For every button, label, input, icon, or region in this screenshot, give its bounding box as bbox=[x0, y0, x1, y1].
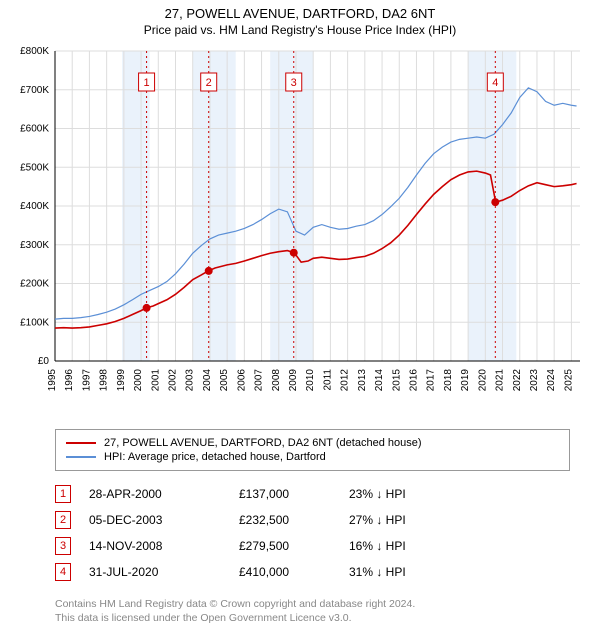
svg-text:2015: 2015 bbox=[391, 369, 402, 392]
sales-table: 1 28-APR-2000£137,00023% ↓ HPI 2 05-DEC-200… bbox=[55, 481, 570, 585]
svg-text:£300K: £300K bbox=[20, 240, 49, 251]
svg-text:£800K: £800K bbox=[20, 46, 49, 57]
svg-text:2005: 2005 bbox=[219, 369, 230, 392]
svg-text:£600K: £600K bbox=[20, 124, 49, 135]
svg-text:£500K: £500K bbox=[20, 162, 49, 173]
sale-diff: 27% ↓ HPI bbox=[349, 513, 570, 527]
svg-text:£700K: £700K bbox=[20, 85, 49, 96]
footer-attribution: Contains HM Land Registry data © Crown c… bbox=[55, 597, 570, 625]
svg-text:£100K: £100K bbox=[20, 317, 49, 328]
svg-text:2013: 2013 bbox=[357, 369, 368, 392]
svg-text:2022: 2022 bbox=[512, 369, 523, 392]
svg-text:2014: 2014 bbox=[374, 369, 385, 392]
svg-text:2009: 2009 bbox=[288, 369, 299, 392]
sale-diff: 23% ↓ HPI bbox=[349, 487, 570, 501]
svg-text:2008: 2008 bbox=[271, 369, 282, 392]
svg-text:2002: 2002 bbox=[167, 369, 178, 392]
chart-title: 27, POWELL AVENUE, DARTFORD, DA2 6NT bbox=[0, 0, 600, 21]
svg-text:2011: 2011 bbox=[322, 369, 333, 391]
svg-text:1997: 1997 bbox=[81, 369, 92, 392]
sale-diff: 16% ↓ HPI bbox=[349, 539, 570, 553]
svg-text:1996: 1996 bbox=[64, 369, 75, 392]
svg-text:1999: 1999 bbox=[116, 369, 127, 392]
svg-text:2023: 2023 bbox=[529, 369, 540, 392]
chart-plot: £0 £100K £200K £300K £400K £500K £600K £700K £80… bbox=[0, 41, 600, 421]
svg-text:2020: 2020 bbox=[477, 369, 488, 392]
svg-text:2007: 2007 bbox=[254, 369, 265, 392]
legend-row: 27, POWELL AVENUE, DARTFORD, DA2 6NT (de… bbox=[66, 436, 559, 450]
svg-text:1995: 1995 bbox=[47, 369, 58, 392]
legend-row: HPI: Average price, detached house, Dart… bbox=[66, 450, 559, 464]
chart-container: 27, POWELL AVENUE, DARTFORD, DA2 6NT Pri… bbox=[0, 0, 600, 625]
chart-svg: £0 £100K £200K £300K £400K £500K £600K £700K £80… bbox=[0, 41, 600, 421]
svg-text:2016: 2016 bbox=[408, 369, 419, 392]
sale-diff: 31% ↓ HPI bbox=[349, 565, 570, 579]
legend-label: HPI: Average price, detached house, Dart… bbox=[104, 451, 326, 463]
sale-date: 14-NOV-2008 bbox=[89, 539, 239, 553]
svg-text:2001: 2001 bbox=[150, 369, 161, 392]
svg-text:2: 2 bbox=[206, 77, 212, 89]
svg-text:2006: 2006 bbox=[236, 369, 247, 392]
sale-price: £137,000 bbox=[239, 487, 349, 501]
svg-text:2012: 2012 bbox=[340, 369, 351, 392]
sale-row: 2 05-DEC-2003£232,50027% ↓ HPI bbox=[55, 507, 570, 533]
svg-text:2025: 2025 bbox=[563, 369, 574, 392]
svg-text:£400K: £400K bbox=[20, 201, 49, 212]
sale-marker-icon: 1 bbox=[55, 485, 71, 503]
sale-marker-icon: 4 bbox=[55, 563, 71, 581]
sale-marker-icon: 3 bbox=[55, 537, 71, 555]
svg-text:2000: 2000 bbox=[133, 369, 144, 392]
sale-date: 05-DEC-2003 bbox=[89, 513, 239, 527]
svg-text:1998: 1998 bbox=[99, 369, 110, 392]
svg-text:2017: 2017 bbox=[426, 369, 437, 392]
legend-label: 27, POWELL AVENUE, DARTFORD, DA2 6NT (de… bbox=[104, 437, 422, 449]
svg-text:2024: 2024 bbox=[546, 369, 557, 392]
svg-text:3: 3 bbox=[291, 77, 297, 89]
sale-price: £410,000 bbox=[239, 565, 349, 579]
footer-line-1: Contains HM Land Registry data © Crown c… bbox=[55, 597, 570, 611]
sale-row: 1 28-APR-2000£137,00023% ↓ HPI bbox=[55, 481, 570, 507]
svg-text:1: 1 bbox=[144, 77, 150, 89]
footer-line-2: This data is licensed under the Open Gov… bbox=[55, 611, 570, 625]
legend-swatch bbox=[66, 456, 96, 458]
sale-date: 31-JUL-2020 bbox=[89, 565, 239, 579]
sale-price: £279,500 bbox=[239, 539, 349, 553]
svg-text:2018: 2018 bbox=[443, 369, 454, 392]
svg-text:2010: 2010 bbox=[305, 369, 316, 392]
legend-swatch bbox=[66, 442, 96, 444]
svg-text:2019: 2019 bbox=[460, 369, 471, 392]
svg-text:2021: 2021 bbox=[495, 369, 506, 392]
svg-text:2004: 2004 bbox=[202, 369, 213, 392]
sale-row: 3 14-NOV-2008£279,50016% ↓ HPI bbox=[55, 533, 570, 559]
svg-text:£200K: £200K bbox=[20, 279, 49, 290]
sale-row: 4 31-JUL-2020£410,00031% ↓ HPI bbox=[55, 559, 570, 585]
legend: 27, POWELL AVENUE, DARTFORD, DA2 6NT (de… bbox=[55, 429, 570, 471]
sale-date: 28-APR-2000 bbox=[89, 487, 239, 501]
sale-marker-icon: 2 bbox=[55, 511, 71, 529]
chart-subtitle: Price paid vs. HM Land Registry's House … bbox=[0, 21, 600, 41]
sale-price: £232,500 bbox=[239, 513, 349, 527]
svg-text:4: 4 bbox=[492, 77, 498, 89]
svg-text:£0: £0 bbox=[38, 356, 50, 367]
svg-text:2003: 2003 bbox=[185, 369, 196, 392]
